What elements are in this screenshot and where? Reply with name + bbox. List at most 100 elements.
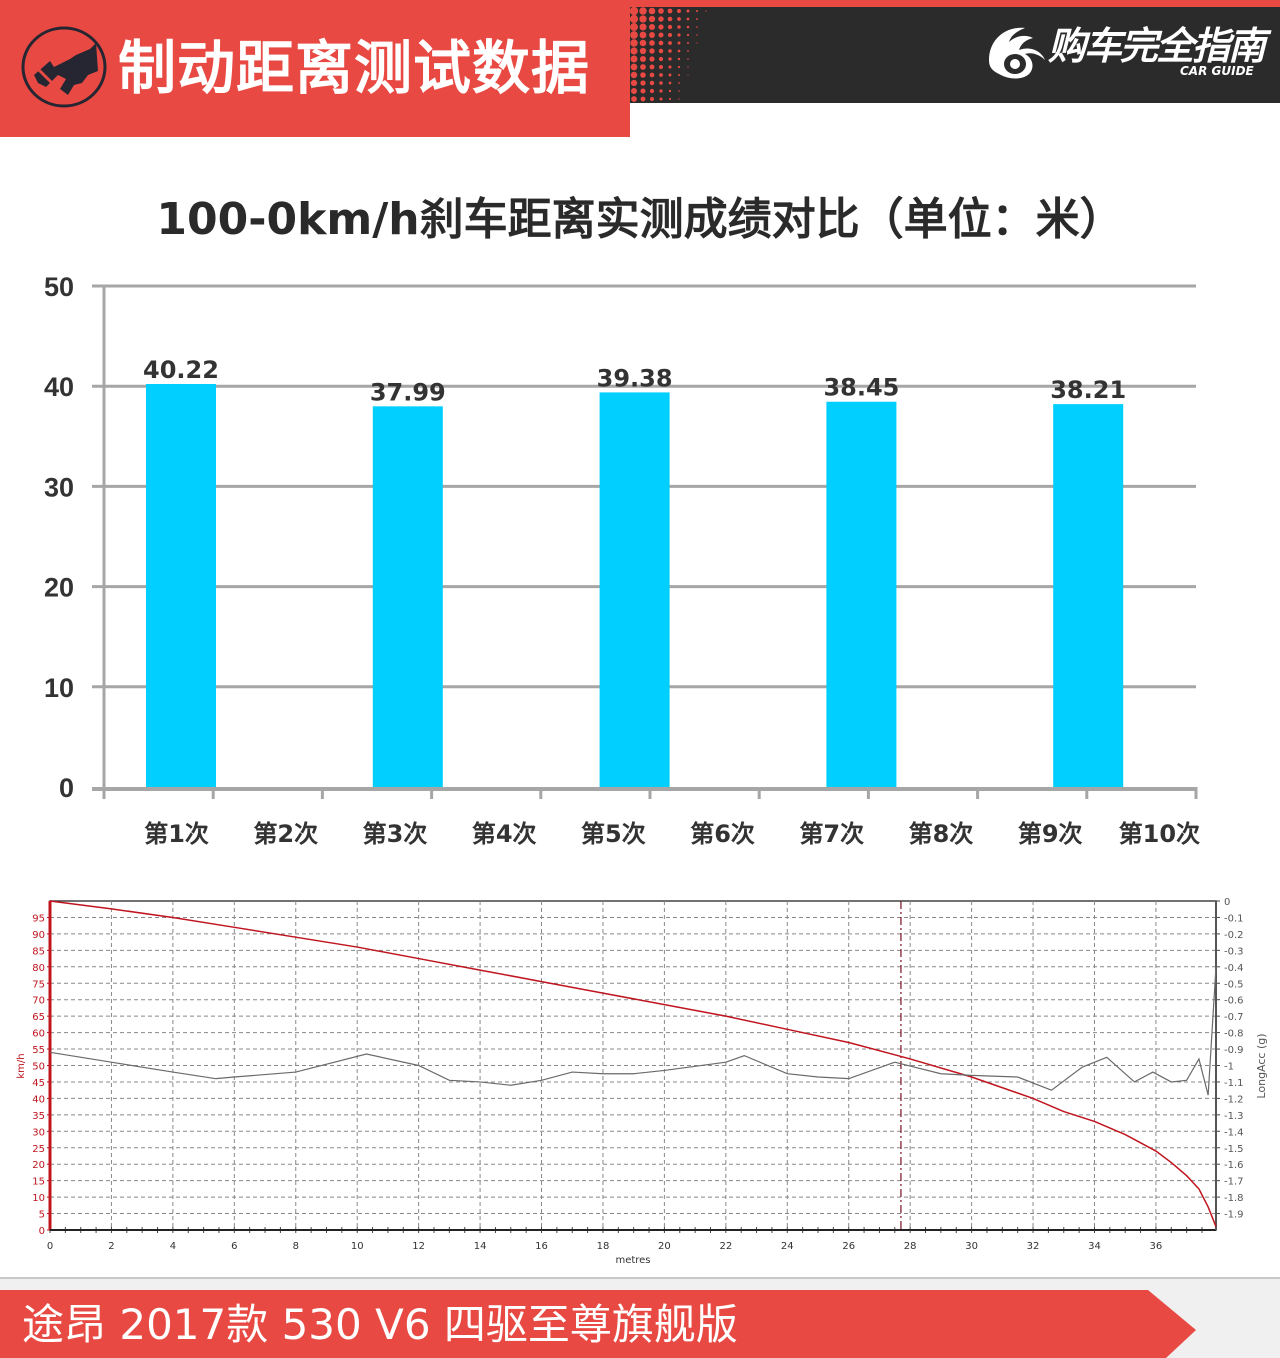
footer-model-banner: [0, 1290, 1196, 1358]
y2-tick-label: -1.3: [1224, 1111, 1244, 1122]
x-tick-label: 14: [474, 1241, 487, 1252]
y-tick-label: 65: [32, 1012, 45, 1023]
y2-tick-label: -1.8: [1224, 1193, 1244, 1204]
x-category-label: 第9次: [1018, 820, 1083, 848]
y2-tick-label: -0.6: [1224, 996, 1244, 1007]
halftone-dots-decoration: [630, 7, 707, 102]
y-tick-label: 90: [32, 930, 45, 941]
y-tick-label: 75: [32, 979, 45, 990]
x-axis-label: metres: [615, 1255, 650, 1266]
y-tick-label: 25: [32, 1144, 45, 1155]
y2-tick-label: -0.5: [1224, 979, 1244, 990]
y-tick-label: 95: [32, 913, 45, 924]
y2-tick-label: -0.9: [1224, 1045, 1244, 1056]
y-tick-label: 70: [32, 996, 45, 1007]
y-tick-label: 50: [44, 272, 74, 302]
y2-tick-label: -0.4: [1224, 963, 1244, 974]
x-tick-label: 26: [842, 1241, 855, 1252]
x-tick-label: 6: [231, 1241, 237, 1252]
y2-tick-label: -1.6: [1224, 1160, 1244, 1171]
bar: [372, 406, 443, 787]
x-tick-label: 34: [1088, 1241, 1101, 1252]
x-tick-label: 2: [108, 1241, 114, 1252]
y-tick-label: 30: [32, 1127, 45, 1138]
x-tick-label: 36: [1150, 1241, 1163, 1252]
bar-value-label: 40.22: [143, 356, 219, 384]
x-category-label: 第5次: [581, 820, 646, 848]
y-tick-label: 10: [32, 1193, 45, 1204]
x-tick-label: 20: [658, 1241, 671, 1252]
bar-value-label: 37.99: [370, 378, 446, 406]
x-tick-label: 18: [597, 1241, 610, 1252]
bar-value-label: 39.38: [597, 364, 673, 392]
header-top-strip: [630, 0, 1280, 7]
y2-tick-label: -1.5: [1224, 1144, 1244, 1155]
y-tick-label: 35: [32, 1111, 45, 1122]
y2-tick-label: -0.3: [1224, 946, 1244, 957]
y-tick-label: 60: [32, 1029, 45, 1040]
x-tick-label: 4: [170, 1241, 176, 1252]
x-tick-label: 32: [1027, 1241, 1040, 1252]
x-tick-label: 0: [47, 1241, 53, 1252]
y-tick-label: 15: [32, 1177, 45, 1188]
y-axis-label: km/h: [16, 1053, 27, 1078]
y-tick-label: 10: [44, 673, 74, 703]
y2-axis-label: LongAcc (g): [1255, 1033, 1268, 1098]
x-tick-label: 30: [965, 1241, 978, 1252]
y-tick-label: 80: [32, 963, 45, 974]
x-category-label: 第2次: [253, 820, 318, 848]
y-tick-label: 20: [32, 1160, 45, 1171]
acceleration-line: [49, 966, 1217, 1096]
bar-value-label: 38.45: [823, 374, 899, 402]
y2-tick-label: -1.7: [1224, 1177, 1244, 1188]
x-category-label: 第7次: [799, 820, 864, 848]
x-tick-label: 8: [293, 1241, 299, 1252]
y2-tick-label: 0: [1224, 897, 1230, 908]
x-category-label: 第1次: [144, 820, 209, 848]
bar: [599, 392, 670, 787]
x-category-label: 第10次: [1119, 820, 1200, 848]
x-category-label: 第8次: [909, 820, 974, 848]
y2-tick-label: -0.1: [1224, 913, 1244, 924]
y2-tick-label: -0.7: [1224, 1012, 1244, 1023]
page-title: 制动距离测试数据: [118, 34, 591, 102]
y2-tick-label: -1.4: [1224, 1127, 1244, 1138]
y-tick-label: 40: [32, 1094, 45, 1105]
y-tick-label: 50: [32, 1062, 45, 1073]
speed-line: [49, 900, 1217, 1227]
y-tick-label: 20: [44, 573, 74, 603]
x-tick-label: 16: [535, 1241, 548, 1252]
y-tick-label: 55: [32, 1045, 45, 1056]
x-category-label: 第4次: [472, 820, 537, 848]
y2-tick-label: -1.1: [1224, 1078, 1244, 1089]
car-model-label: 途昂 2017款 530 V6 四驱至尊旗舰版: [22, 1300, 738, 1349]
x-tick-label: 22: [719, 1241, 732, 1252]
y2-tick-label: -1: [1224, 1062, 1234, 1073]
y-tick-label: 85: [32, 946, 45, 957]
y2-tick-label: -1.2: [1224, 1094, 1244, 1105]
y-tick-label: 0: [39, 1226, 45, 1237]
x-tick-label: 12: [412, 1241, 425, 1252]
y-tick-label: 45: [32, 1078, 45, 1089]
x-tick-label: 10: [351, 1241, 364, 1252]
bar: [146, 383, 216, 787]
header-logo-banner: [630, 7, 1280, 103]
y2-tick-label: -0.2: [1224, 930, 1244, 941]
bar: [1053, 404, 1124, 787]
eye-flame-logo-icon: [989, 27, 1045, 79]
x-category-label: 第6次: [690, 820, 755, 848]
brake-pedal-icon: [21, 26, 107, 108]
logo-subtitle: CAR GUIDE: [1180, 64, 1254, 78]
bar-chart-title: 100-0km/h刹车距离实测成绩对比（单位：米）: [156, 194, 1124, 245]
x-category-label: 第3次: [363, 820, 428, 848]
logo-text: 购车完全指南: [1048, 24, 1266, 68]
y-tick-label: 5: [39, 1210, 45, 1221]
bar: [826, 401, 897, 787]
y-tick-label: 0: [59, 773, 74, 803]
y-tick-label: 40: [44, 372, 74, 402]
y2-tick-label: -0.8: [1224, 1029, 1244, 1040]
bar-value-label: 38.21: [1050, 376, 1126, 404]
braking-distance-bar-chart: 0 10 20 30 40 50 第1次 40.22 第2次 第3次 37.99 第4次 第5次 39.3…: [44, 272, 1200, 848]
x-tick-label: 28: [904, 1241, 917, 1252]
